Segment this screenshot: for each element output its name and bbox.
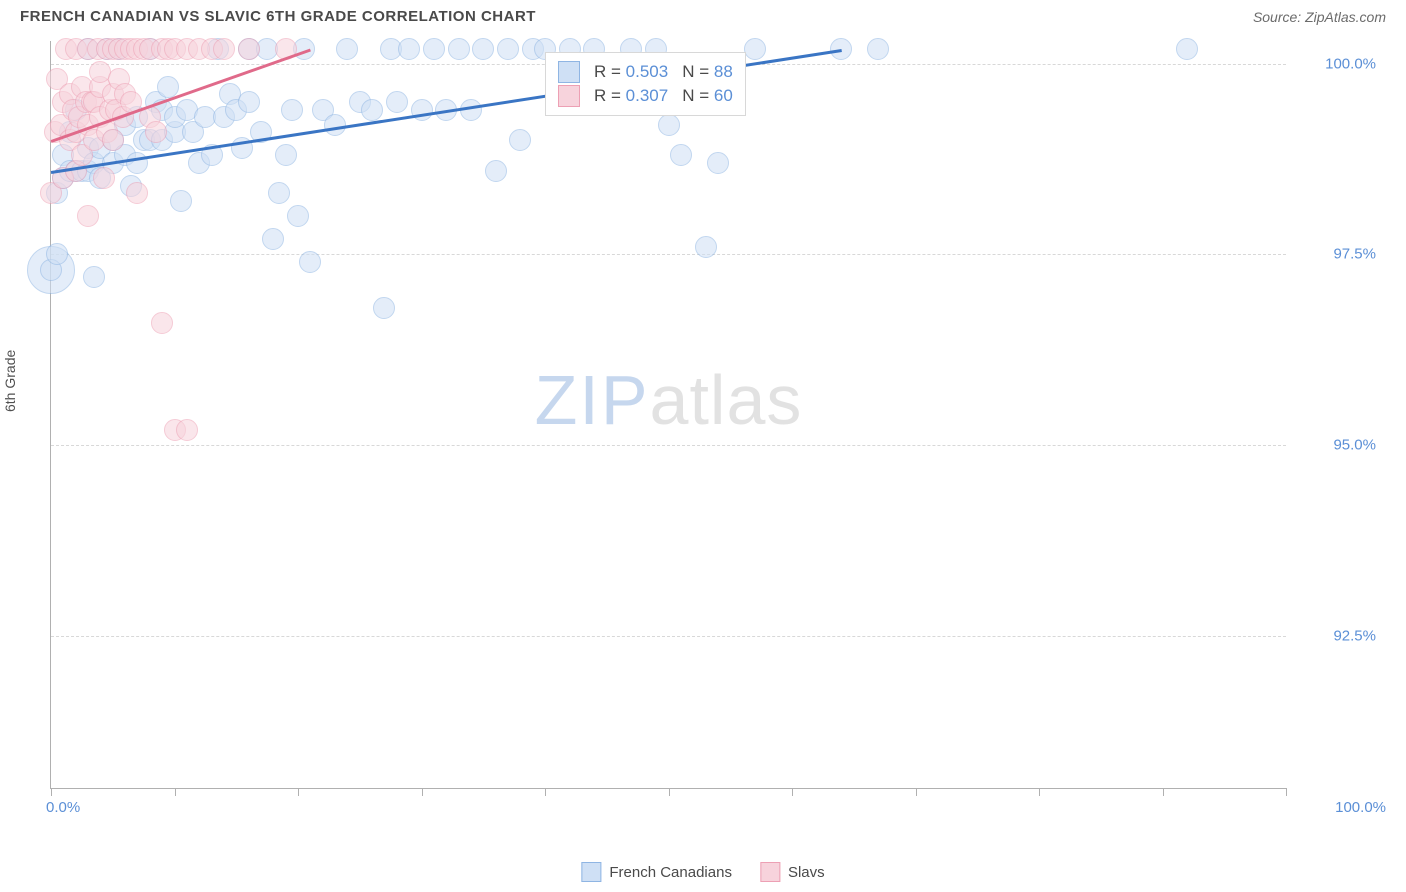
scatter-point [151, 312, 173, 334]
scatter-point [268, 182, 290, 204]
x-tick [175, 788, 176, 796]
scatter-point [373, 297, 395, 319]
y-tick-label: 92.5% [1296, 627, 1376, 644]
legend-item: French Canadians [581, 862, 732, 882]
watermark: ZIPatlas [535, 360, 803, 440]
legend-swatch [760, 862, 780, 882]
scatter-point [213, 38, 235, 60]
scatter-point [485, 160, 507, 182]
scatter-point [448, 38, 470, 60]
scatter-point [509, 129, 531, 151]
scatter-point [126, 152, 148, 174]
chart-container: 6th Grade ZIPatlas 92.5%95.0%97.5%100.0%… [50, 29, 1386, 819]
scatter-point [262, 228, 284, 250]
scatter-point [423, 38, 445, 60]
scatter-point [157, 76, 179, 98]
scatter-point [238, 91, 260, 113]
scatter-point [83, 266, 105, 288]
scatter-point [93, 167, 115, 189]
scatter-point [46, 243, 68, 265]
stats-row: R = 0.503 N = 88 [558, 61, 733, 83]
scatter-point [497, 38, 519, 60]
legend-swatch [558, 85, 580, 107]
x-tick [51, 788, 52, 796]
legend-label: French Canadians [609, 864, 732, 881]
scatter-point [472, 38, 494, 60]
x-tick [669, 788, 670, 796]
chart-title: FRENCH CANADIAN VS SLAVIC 6TH GRADE CORR… [20, 8, 536, 25]
x-max-label: 100.0% [1335, 799, 1386, 816]
source-label: Source: ZipAtlas.com [1253, 9, 1386, 25]
scatter-point [287, 205, 309, 227]
y-tick-label: 97.5% [1296, 246, 1376, 263]
scatter-point [695, 236, 717, 258]
x-tick [422, 788, 423, 796]
x-tick [916, 788, 917, 796]
x-tick [298, 788, 299, 796]
x-tick [1286, 788, 1287, 796]
scatter-point [238, 38, 260, 60]
x-tick [1163, 788, 1164, 796]
x-tick [1039, 788, 1040, 796]
scatter-point [658, 114, 680, 136]
x-min-label: 0.0% [46, 799, 80, 816]
legend-swatch [581, 862, 601, 882]
scatter-point [398, 38, 420, 60]
scatter-point [336, 38, 358, 60]
scatter-point [670, 144, 692, 166]
scatter-point [281, 99, 303, 121]
scatter-point [170, 190, 192, 212]
scatter-point [275, 144, 297, 166]
y-tick-label: 100.0% [1296, 55, 1376, 72]
stat-r-label: R = 0.503 [594, 62, 668, 82]
gridline [51, 445, 1286, 446]
x-tick [545, 788, 546, 796]
scatter-point [1176, 38, 1198, 60]
stats-box: R = 0.503 N = 88 R = 0.307 N = 60 [545, 52, 746, 116]
legend-label: Slavs [788, 864, 825, 881]
gridline [51, 636, 1286, 637]
plot-area: ZIPatlas 92.5%95.0%97.5%100.0%0.0%100.0%… [50, 41, 1286, 789]
scatter-point [867, 38, 889, 60]
y-axis-title: 6th Grade [2, 350, 18, 412]
legend-item: Slavs [760, 862, 825, 882]
gridline [51, 254, 1286, 255]
scatter-point [386, 91, 408, 113]
scatter-point [77, 205, 99, 227]
legend-swatch [558, 61, 580, 83]
scatter-point [361, 99, 383, 121]
scatter-point [830, 38, 852, 60]
legend: French Canadians Slavs [581, 862, 824, 882]
watermark-part2: atlas [650, 361, 803, 439]
stats-row: R = 0.307 N = 60 [558, 85, 733, 107]
scatter-point [744, 38, 766, 60]
scatter-point [102, 129, 124, 151]
stat-n-label: N = 88 [682, 62, 733, 82]
scatter-point [299, 251, 321, 273]
stat-n-label: N = 60 [682, 86, 733, 106]
scatter-point [176, 419, 198, 441]
scatter-point [126, 182, 148, 204]
x-tick [792, 788, 793, 796]
scatter-point [707, 152, 729, 174]
scatter-point [145, 121, 167, 143]
watermark-part1: ZIP [535, 361, 650, 439]
y-tick-label: 95.0% [1296, 436, 1376, 453]
stat-r-label: R = 0.307 [594, 86, 668, 106]
